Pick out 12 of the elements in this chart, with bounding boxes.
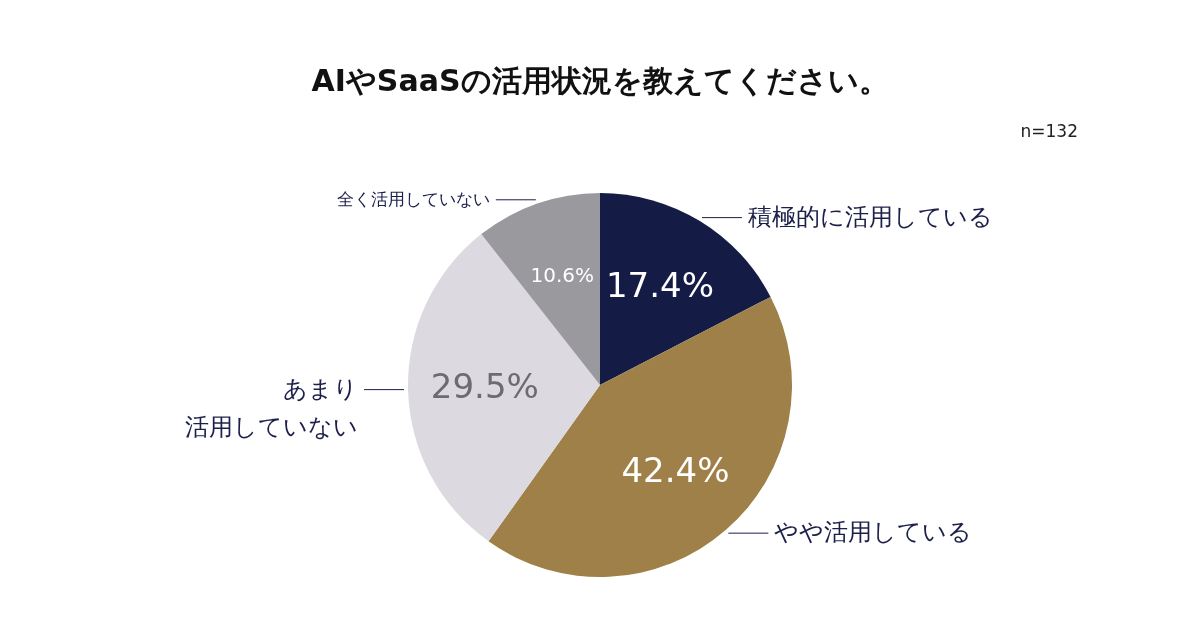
chart-title: AIやSaaSの活用状況を教えてください。 [311,63,889,98]
slice-label: やや活用している [774,518,973,547]
data-label: 29.5% [430,365,539,406]
data-label: 10.6% [530,263,595,288]
slice-label: 積極的に活用している [747,202,993,231]
slice-label: あまり活用していない [185,374,359,441]
text: n=132 [1020,121,1078,141]
pie-slice [408,234,600,542]
pie-slice [600,193,771,385]
slice-label: 全く活用していない [336,188,490,209]
data-label: 17.4% [605,264,714,305]
data-label: 42.4% [621,450,730,491]
